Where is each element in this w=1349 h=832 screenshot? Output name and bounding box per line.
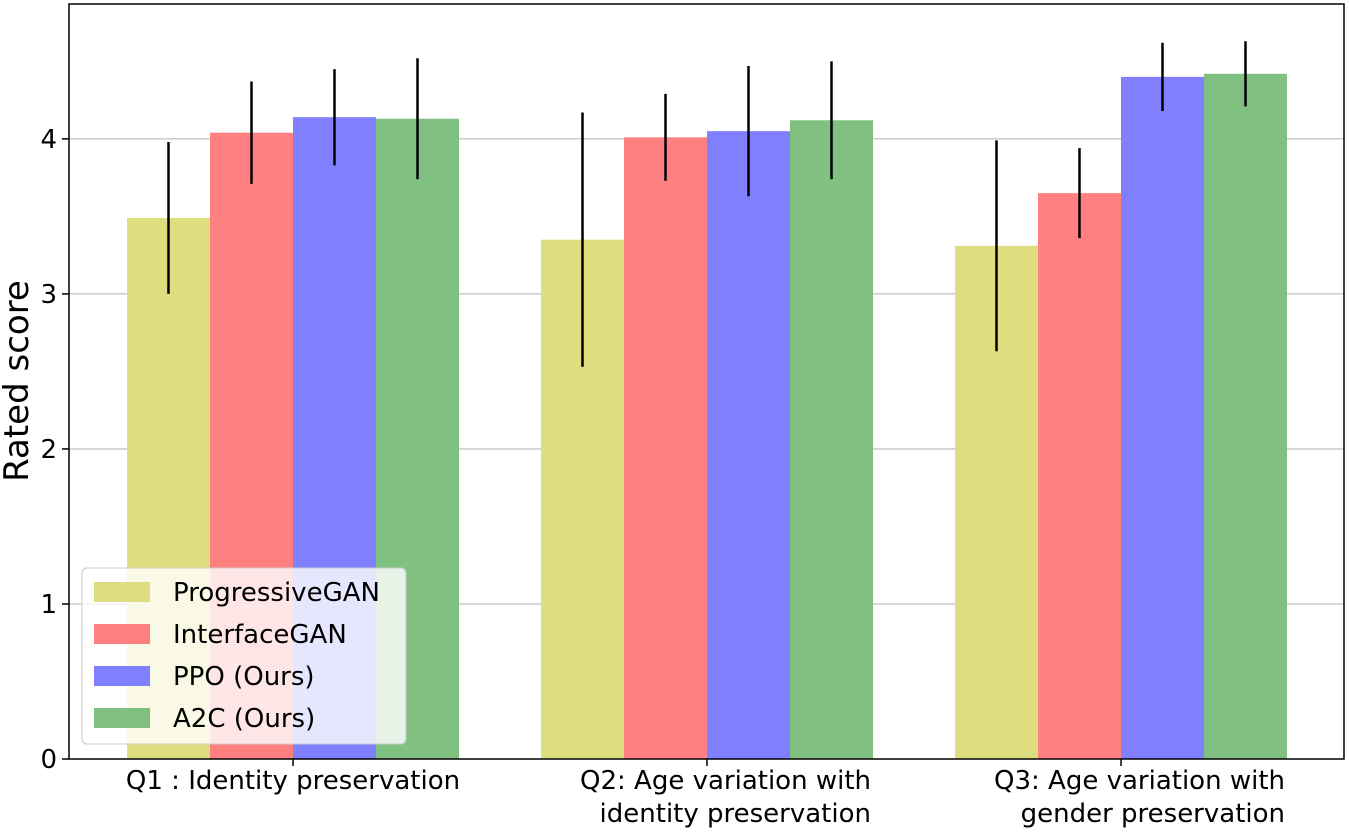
legend-label: ProgressiveGAN — [173, 578, 380, 608]
legend: ProgressiveGAN InterfaceGAN PPO (Ours) A2C … — [81, 567, 407, 745]
bar — [1204, 73, 1287, 760]
y-tick-label: 2 — [40, 435, 57, 465]
legend-swatch — [94, 624, 150, 644]
y-tick-label: 0 — [40, 745, 57, 775]
legend-label: InterfaceGAN — [173, 620, 347, 650]
legend-box — [81, 567, 407, 745]
bar — [1121, 76, 1204, 759]
error-bars — [167, 41, 1247, 367]
y-axis: 0 1 2 3 4 — [40, 125, 69, 775]
y-tick-label: 4 — [40, 125, 57, 155]
bar — [624, 137, 707, 760]
legend-label: PPO (Ours) — [173, 662, 315, 692]
y-tick-label: 3 — [40, 280, 57, 310]
legend-swatch — [94, 666, 150, 686]
legend-swatch — [94, 708, 150, 728]
x-tick-label: Q3: Age variation with gender preservatio… — [994, 766, 1285, 829]
legend-swatch — [94, 582, 150, 602]
bar — [707, 131, 790, 760]
legend-label: A2C (Ours) — [173, 704, 315, 734]
bar — [1038, 193, 1121, 759]
y-axis-label: Rated score — [0, 280, 37, 482]
bar — [790, 120, 873, 760]
x-axis: Q1 : Identity preservation Q2: Age variat… — [126, 759, 1285, 829]
y-tick-label: 1 — [40, 590, 57, 620]
x-tick-label: Q2: Age variation with identity preservat… — [580, 766, 871, 829]
x-tick-label: Q1 : Identity preservation — [126, 766, 460, 796]
